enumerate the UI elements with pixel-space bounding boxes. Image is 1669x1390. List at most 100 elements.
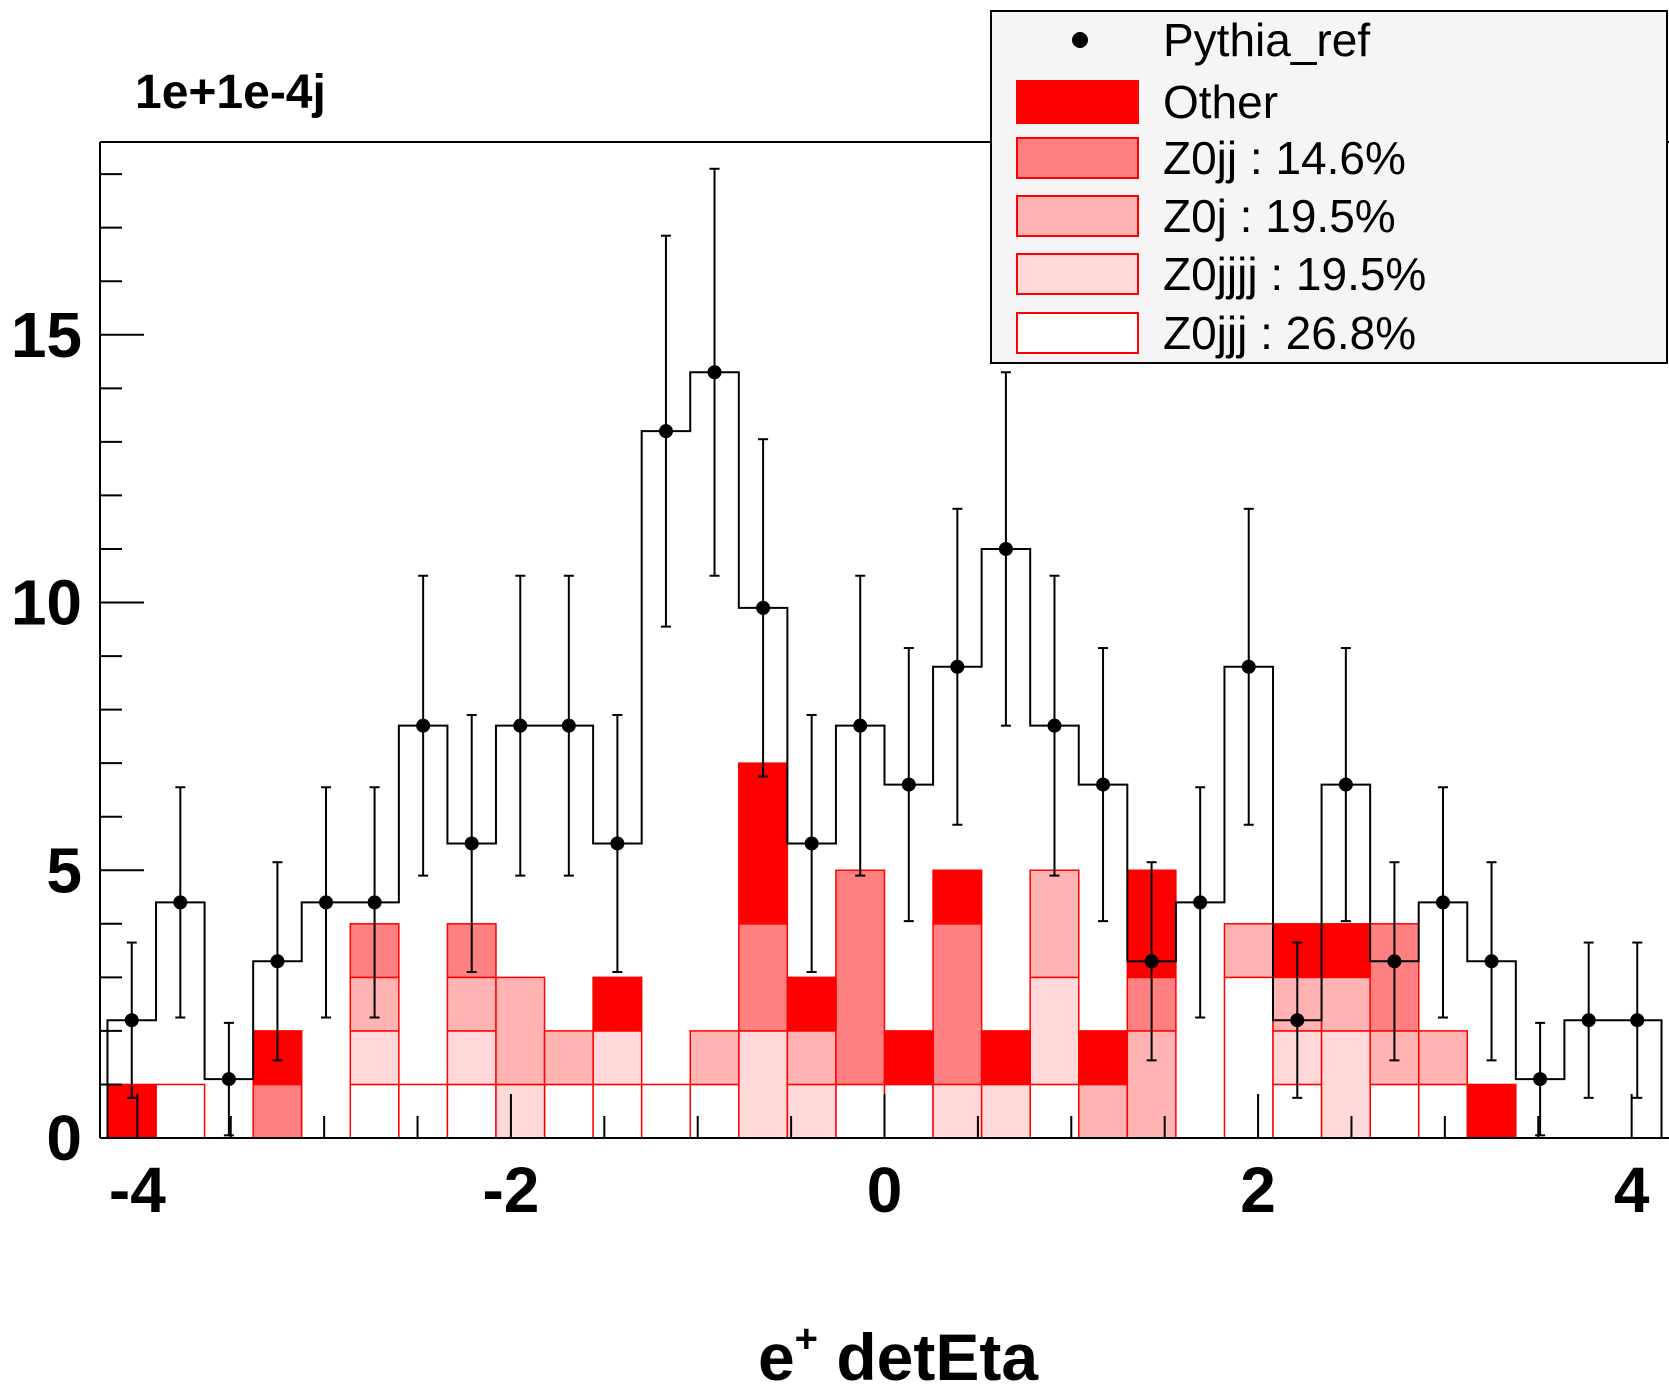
stack-bar [1466, 1083, 1517, 1139]
stack-bar [398, 1083, 449, 1139]
stack-bar [1369, 1083, 1420, 1139]
stack-bar [738, 762, 789, 925]
data-point [1338, 777, 1353, 792]
data-point [1581, 1013, 1596, 1028]
data-point [1047, 718, 1062, 733]
data-point [998, 541, 1013, 556]
x-tick-label: 4 [1614, 1154, 1650, 1226]
stack-bar [835, 1083, 886, 1139]
axes: 0 5 10 15 -4 -2 0 2 4 [11, 141, 1669, 1226]
stack-bar [1417, 1083, 1469, 1139]
stack-bar [1029, 869, 1080, 979]
reference-histogram [106, 167, 1663, 1138]
data-point [416, 718, 431, 733]
legend-label: Other [1163, 76, 1278, 128]
legend-swatch [1016, 253, 1139, 295]
data-point [804, 836, 819, 851]
stack-bar [640, 1083, 691, 1139]
legend-swatch [1016, 137, 1139, 179]
data-point [1484, 954, 1499, 969]
x-tick-label: -2 [482, 1154, 539, 1226]
data-point [221, 1072, 236, 1087]
stack-bar [592, 1083, 643, 1139]
stack-bar [1029, 976, 1080, 1086]
stack-bar [883, 1030, 934, 1086]
y-tick-label: 5 [46, 834, 82, 906]
stack-bar [1223, 976, 1274, 1139]
stack-bar [738, 1030, 789, 1139]
data-point [1096, 777, 1111, 792]
data-point [1630, 1013, 1645, 1028]
legend-swatch [1016, 312, 1139, 354]
data-point [367, 895, 382, 910]
stack-bar [1223, 923, 1274, 979]
stack-bar [932, 923, 983, 1086]
data-point [513, 718, 528, 733]
data-point [658, 424, 673, 439]
legend-label: Z0jjjj : 19.5% [1163, 248, 1426, 300]
y-tick-label: 15 [11, 299, 82, 371]
data-point [464, 836, 479, 851]
legend-label: Z0jjj : 26.8% [1163, 307, 1416, 359]
data-point [561, 718, 576, 733]
stack-bar [980, 1083, 1031, 1139]
stack-bar [495, 976, 546, 1086]
data-point [756, 600, 771, 615]
data-point [1533, 1072, 1548, 1087]
stack-bar [786, 1030, 837, 1086]
data-point [319, 895, 334, 910]
data-point [707, 365, 722, 380]
data-point [173, 895, 188, 910]
stack-bar [786, 1083, 837, 1139]
stack-bar [786, 976, 837, 1032]
stack-bar [1078, 1030, 1129, 1086]
stack-bar [592, 1030, 643, 1086]
x-axis-title-main: e [758, 1320, 795, 1390]
x-tick-label: 0 [867, 1154, 903, 1226]
legend-swatch [1016, 80, 1139, 124]
legend-marker [1072, 32, 1088, 48]
stack-bar [252, 1083, 303, 1139]
data-point [901, 777, 916, 792]
stack-bar [932, 869, 983, 925]
legend-box [990, 10, 1668, 364]
stack-bar [1320, 923, 1371, 979]
y-tick-label: 10 [11, 567, 82, 639]
data-point [1241, 659, 1256, 674]
data-point [270, 954, 285, 969]
stack-bar [446, 976, 497, 1032]
x-axis-title-rest: detEta [818, 1320, 1039, 1390]
data-point [1193, 895, 1208, 910]
reference-step-line [106, 371, 1663, 1138]
stack-bar [495, 1083, 546, 1139]
data-point [610, 836, 625, 851]
stack-bar [980, 1030, 1031, 1086]
data-point [124, 1013, 139, 1028]
stack-bar [932, 1083, 983, 1139]
stack-bar [543, 1083, 594, 1139]
stack-bar [1320, 976, 1371, 1032]
stack-bar [738, 923, 789, 1032]
data-point [1435, 895, 1450, 910]
stack-bar [592, 976, 643, 1032]
stack-bar [835, 869, 886, 1086]
data-point [950, 659, 965, 674]
stack-bar [446, 1083, 497, 1139]
y-tick-label: 0 [46, 1102, 82, 1174]
data-point [1290, 1013, 1305, 1028]
legend-label: Z0j : 19.5% [1163, 190, 1396, 242]
stack-bar [883, 1083, 934, 1139]
x-axis-title: e+ detEta [758, 1317, 1039, 1390]
stack-bar [155, 1083, 206, 1139]
legend-label: Pythia_ref [1163, 14, 1370, 66]
chart-title: 1e+1e-4j [135, 66, 326, 119]
stack-bar [689, 1030, 740, 1086]
stack-bar [1417, 1030, 1469, 1086]
stack-bar [1078, 1083, 1129, 1139]
legend-label: Z0jj : 14.6% [1163, 132, 1406, 184]
data-point [853, 718, 868, 733]
stack-bar [349, 1083, 400, 1139]
data-point [1144, 954, 1159, 969]
